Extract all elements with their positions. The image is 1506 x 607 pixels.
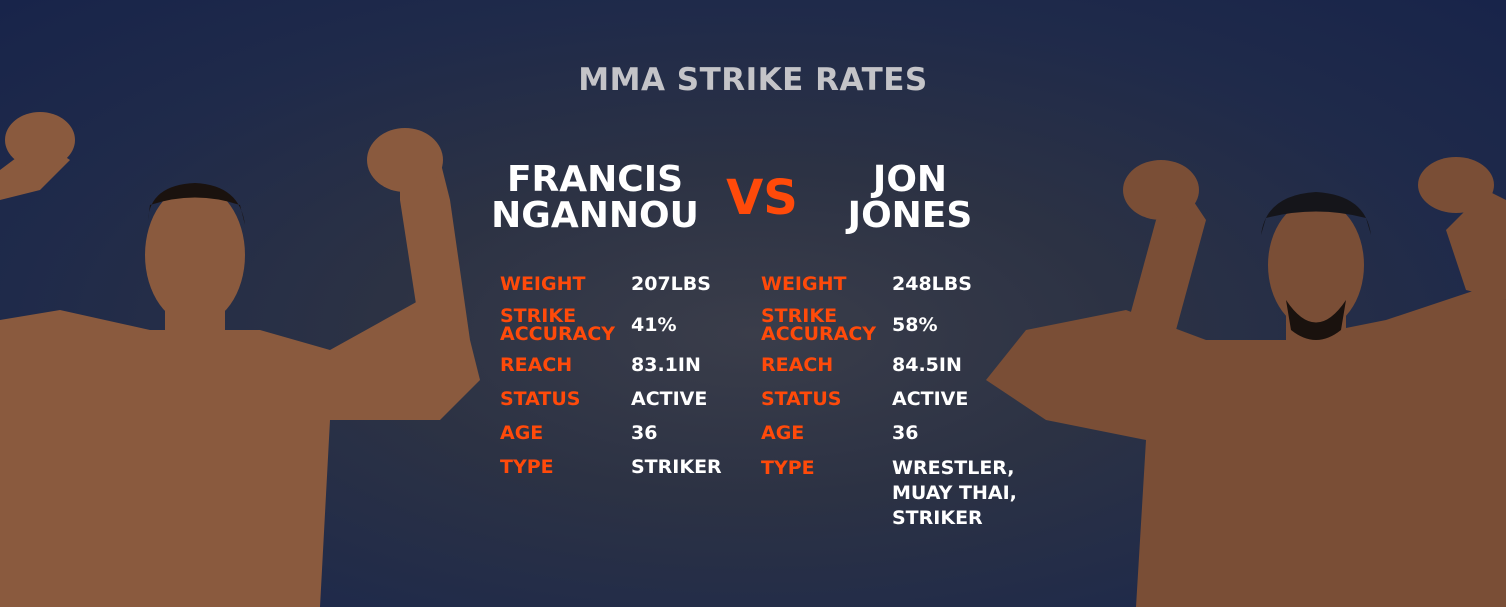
stat-row-reach: REACH 84.5IN	[761, 354, 1017, 376]
fighter-2-stats: WEIGHT 248LBS STRIKE ACCURACY 58% REACH 84.5…	[761, 273, 1017, 531]
stat-value: 248LBS	[892, 273, 972, 295]
stat-value: ACTIVE	[892, 388, 969, 410]
fighter-1-last-name: NGANNOU	[491, 195, 699, 236]
fighter-1-name: FRANCIS NGANNOU	[445, 162, 745, 234]
stat-label-line: ACCURACY	[500, 323, 616, 345]
fighter-2-first-name: JON	[872, 159, 948, 200]
stat-value-line: MUAY THAI,	[892, 482, 1017, 504]
stat-row-accuracy: STRIKE ACCURACY 41%	[500, 305, 722, 345]
stat-value: 36	[631, 422, 658, 444]
stat-label-line: STRIKE	[500, 305, 577, 327]
page-title: MMA STRIKE RATES	[578, 62, 928, 98]
stat-value: 41%	[631, 314, 677, 336]
stat-row-age: AGE 36	[500, 422, 722, 444]
stat-row-weight: WEIGHT 248LBS	[761, 273, 1017, 295]
stat-row-status: STATUS ACTIVE	[500, 388, 722, 410]
fighter-2-name: JON JONES	[760, 162, 1060, 234]
stat-value: 207LBS	[631, 273, 711, 295]
stat-row-type: TYPE WRESTLER, MUAY THAI, STRIKER	[761, 456, 1017, 531]
stat-label: REACH	[500, 354, 573, 376]
stat-value: ACTIVE	[631, 388, 708, 410]
stat-label: TYPE	[761, 457, 815, 479]
stat-value: 36	[892, 422, 919, 444]
stat-label-line: ACCURACY	[761, 323, 877, 345]
stat-label: STATUS	[761, 388, 842, 410]
fighter-1-first-name: FRANCIS	[506, 159, 684, 200]
stat-row-age: AGE 36	[761, 422, 1017, 444]
stat-value-line: STRIKER	[892, 507, 983, 529]
stat-label: TYPE	[500, 456, 554, 478]
fighter-left-image	[0, 112, 480, 607]
stat-row-accuracy: STRIKE ACCURACY 58%	[761, 305, 1017, 345]
stat-label: STATUS	[500, 388, 581, 410]
stat-row-type: TYPE STRIKER	[500, 456, 722, 478]
stat-value: STRIKER	[631, 456, 722, 478]
stat-value: 58%	[892, 314, 938, 336]
stat-value: 84.5IN	[892, 354, 962, 376]
stat-label: STRIKE ACCURACY	[500, 305, 631, 345]
stat-label: REACH	[761, 354, 834, 376]
stat-row-weight: WEIGHT 207LBS	[500, 273, 722, 295]
stat-value: 83.1IN	[631, 354, 701, 376]
versus-label: VS	[726, 170, 798, 226]
stat-label-line: STRIKE	[761, 305, 838, 327]
stat-value: WRESTLER, MUAY THAI, STRIKER	[892, 456, 1017, 531]
stat-label: AGE	[500, 422, 544, 444]
fighter-1-stats: WEIGHT 207LBS STRIKE ACCURACY 41% REACH 83.1…	[500, 273, 722, 478]
stat-label: AGE	[761, 422, 805, 444]
stat-label: STRIKE ACCURACY	[761, 305, 892, 345]
fighter-2-last-name: JONES	[847, 195, 973, 236]
stat-value-line: WRESTLER,	[892, 457, 1015, 479]
fighter-right-image	[986, 157, 1506, 607]
stat-row-reach: REACH 83.1IN	[500, 354, 722, 376]
stat-label: WEIGHT	[500, 273, 586, 295]
stat-label: WEIGHT	[761, 273, 847, 295]
stat-row-status: STATUS ACTIVE	[761, 388, 1017, 410]
